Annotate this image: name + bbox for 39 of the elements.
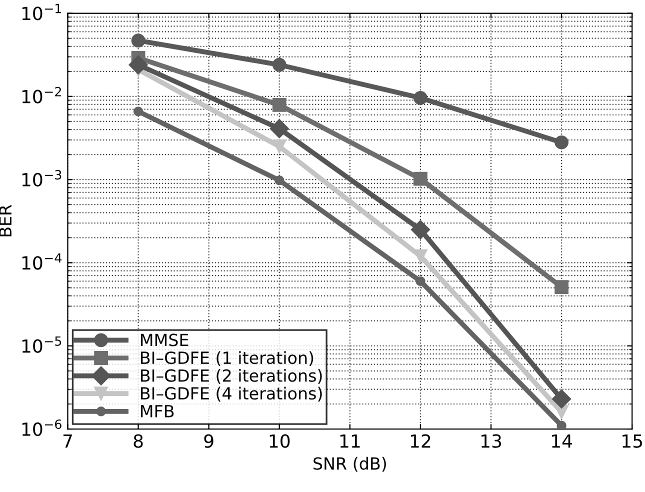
point <box>414 249 428 264</box>
x-tick-label: 12 <box>410 434 430 448</box>
point <box>128 55 148 74</box>
point <box>272 140 286 154</box>
point <box>133 106 144 116</box>
point <box>274 175 284 186</box>
point <box>414 172 428 186</box>
x-tick-label: 11 <box>340 434 360 448</box>
point <box>416 276 426 286</box>
y-tick-label: 10$^{−5}$ <box>22 336 62 353</box>
x-tick-label: 8 <box>134 434 143 448</box>
y-tick-label: 10$^{−1}$ <box>22 4 62 20</box>
x-tick-label: 10 <box>270 434 290 448</box>
point <box>554 405 568 419</box>
y-tick-label: 10$^{−6}$ <box>22 419 62 436</box>
point <box>131 34 146 48</box>
x-tick-label: 15 <box>622 434 642 448</box>
point <box>270 119 289 138</box>
legend-label: BI–GDFE (2 iterations) <box>141 368 322 384</box>
point <box>410 220 430 240</box>
legend-label: BI–GDFE (4 iterations) <box>141 386 322 402</box>
legend-label: MMSE <box>141 334 188 346</box>
point <box>556 420 566 430</box>
legend-label: MFB <box>141 405 174 418</box>
y-tick-label: 10$^{−4}$ <box>22 253 62 270</box>
x-axis-title: SNR (dB) <box>314 456 386 472</box>
point <box>272 58 286 72</box>
x-tick-label: 14 <box>552 434 572 448</box>
point <box>552 389 572 408</box>
x-tick-label: 13 <box>482 434 502 448</box>
point <box>554 135 568 150</box>
y-tick-label: 10$^{−2}$ <box>22 86 61 104</box>
point <box>554 280 568 294</box>
legend-label: BI–GDFE (1 iteration) <box>141 351 314 366</box>
y-tick-label: 10$^{−3}$ <box>22 170 62 187</box>
point <box>272 98 286 112</box>
x-tick-label: 7 <box>63 434 72 448</box>
x-tick-label: 9 <box>204 434 214 448</box>
point <box>414 90 428 105</box>
